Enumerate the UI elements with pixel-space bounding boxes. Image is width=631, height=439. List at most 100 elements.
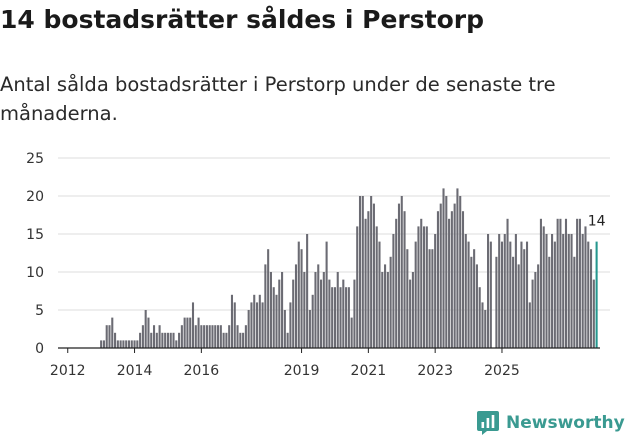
bar [292,279,295,348]
bar [289,302,292,348]
bar [473,249,476,348]
bar [478,287,481,348]
bar [512,256,515,348]
bar [389,256,392,348]
bar [116,340,119,348]
bar [228,325,231,348]
bar [242,332,245,348]
bar [436,211,439,348]
newsworthy-logo-icon [477,411,499,435]
newsworthy-logo: Newsworthy [476,408,625,438]
bar [225,332,228,348]
bar [336,272,339,348]
bar [144,310,147,348]
x-tick-label: 2012 [50,363,86,379]
bar [283,310,286,348]
bar [286,332,289,348]
bar [102,340,105,348]
bar [551,234,554,348]
bar [214,325,217,348]
x-tick-label: 2014 [117,363,153,379]
bar [434,234,437,348]
y-tick-label: 15 [26,227,44,243]
bar [211,325,214,348]
bar [431,249,434,348]
bar [208,325,211,348]
bar [358,196,362,348]
bar [222,332,225,348]
bar [239,332,242,348]
bar [420,218,423,348]
bar [414,241,417,348]
bar [267,249,270,348]
bar [439,203,442,348]
bar [158,325,161,348]
bar [375,226,378,348]
bar [397,203,401,348]
bar [406,249,409,348]
bar [573,256,576,348]
highlight-value-label: 14 [588,214,606,230]
bar [331,287,334,348]
chart-subtitle: Antal sålda bostadsrätter i Perstorp und… [0,73,556,125]
bar [489,241,492,348]
bar [281,272,284,348]
bar [130,340,133,348]
bar [506,218,509,348]
x-tick-label: 2023 [417,363,453,379]
x-tick-label: 2019 [284,363,320,379]
bar [392,234,395,348]
bar [592,279,595,348]
bar [197,317,200,348]
bar [136,340,139,348]
bar [487,234,490,348]
bar [576,218,579,348]
bar [139,332,142,348]
bar [498,234,501,348]
bar [461,211,465,348]
bar [133,340,136,348]
bar [264,264,267,348]
bar [417,226,420,348]
bar [258,294,261,348]
bar [166,332,169,348]
bar [384,264,387,348]
bar [564,218,568,348]
bar [269,272,272,348]
bar [395,218,398,348]
bar [255,302,259,348]
bar [453,203,456,348]
brand-name: Newsworthy [506,413,625,433]
x-tick-label: 2025 [484,363,520,379]
bar [467,241,470,348]
bar [164,332,167,348]
bar [294,264,298,348]
bar [503,234,506,348]
bar [500,241,504,348]
bar [314,272,317,348]
bar [152,325,156,348]
x-tick-label: 2021 [351,363,387,379]
bar [175,340,178,348]
bar [345,287,348,348]
bar [127,340,131,348]
bar [570,234,573,348]
bar [545,234,548,348]
bar [445,196,448,348]
bar [403,211,406,348]
bar [297,241,300,348]
bar [230,294,234,348]
bar [589,249,593,348]
bar [172,332,175,348]
bar [244,325,247,348]
bar [456,188,459,348]
bar [150,332,153,348]
bar [275,294,278,348]
bar [481,302,484,348]
bar [322,272,325,348]
bar [236,325,239,348]
bar [587,241,590,348]
bar [183,317,186,348]
bar [119,340,122,348]
bar [470,256,473,348]
